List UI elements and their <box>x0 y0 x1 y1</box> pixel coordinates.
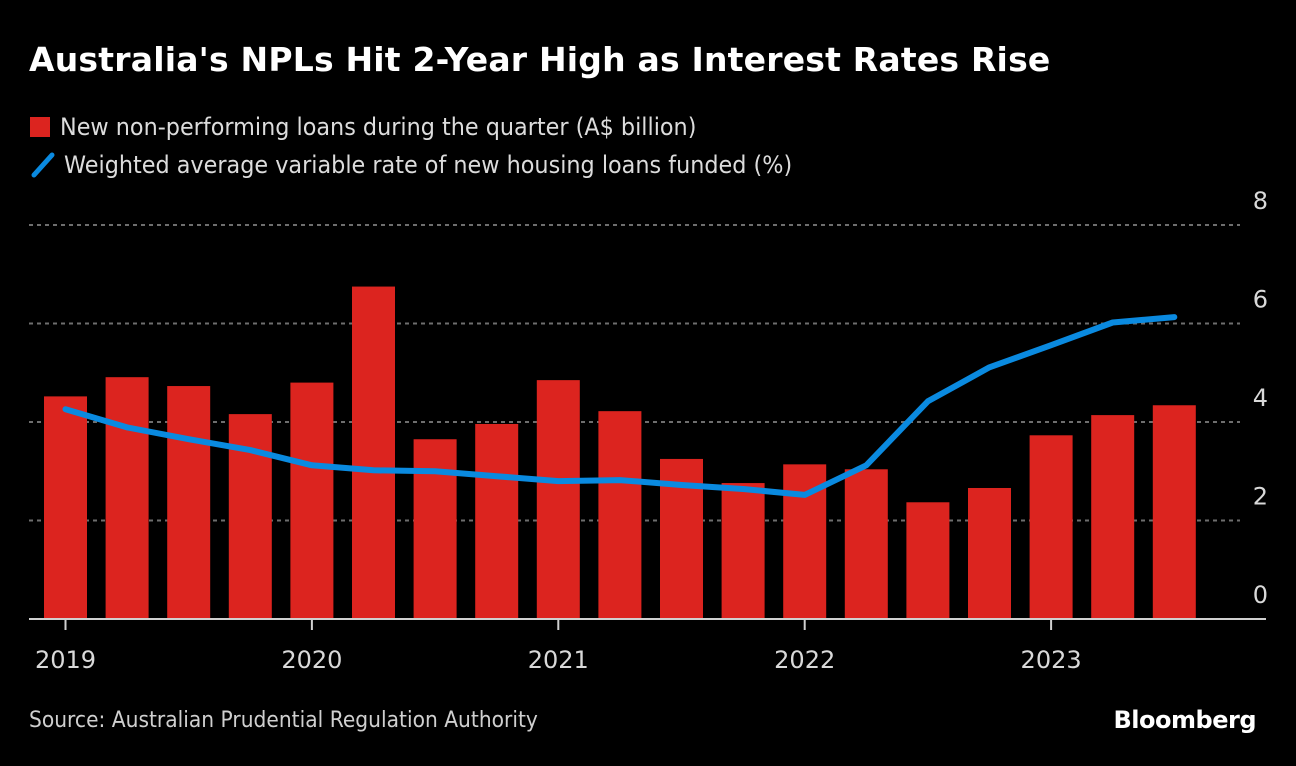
bar-2019-q1 <box>44 396 87 619</box>
bar-2022-q4 <box>968 487 1011 619</box>
bar-2020-q3 <box>413 439 457 619</box>
x-tick-label-2020: 2020 <box>281 646 342 674</box>
bar-2022-q3 <box>906 502 950 619</box>
bar-2020-q4 <box>475 423 519 619</box>
y-tick-label: 0 <box>1253 581 1268 609</box>
x-tick-label-2022: 2022 <box>774 646 835 674</box>
bar-2022-q2 <box>844 469 888 619</box>
y-tick-label: 8 <box>1253 187 1268 215</box>
x-tick-label-2021: 2021 <box>528 646 589 674</box>
bar-series <box>44 286 1196 619</box>
legend-label-npl: New non-performing loans during the quar… <box>60 113 697 141</box>
bar-2019-q2 <box>105 377 149 619</box>
y-tick-label: 4 <box>1253 384 1268 412</box>
legend-item-npl: New non-performing loans during the quar… <box>30 108 847 146</box>
legend: New non-performing loans during the quar… <box>30 108 847 184</box>
y-tick-label: 2 <box>1253 483 1268 511</box>
x-tick-label-2019: 2019 <box>35 646 96 674</box>
x-tick-label-2023: 2023 <box>1021 646 1082 674</box>
y-tick-label: 6 <box>1253 286 1268 314</box>
bar-2023-q1 <box>1029 435 1073 619</box>
line-series <box>62 314 1178 498</box>
source-note: Source: Australian Prudential Regulation… <box>29 708 538 733</box>
bar-2019-q3 <box>167 386 211 619</box>
bloomberg-logo: Bloomberg <box>1113 706 1257 734</box>
bar-2021-q1 <box>536 380 580 619</box>
chart-title: Australia's NPLs Hit 2-Year High as Inte… <box>29 40 1051 79</box>
bar-2023-q2 <box>1091 415 1135 619</box>
legend-item-rate: Weighted average variable rate of new ho… <box>30 146 847 184</box>
legend-label-rate: Weighted average variable rate of new ho… <box>64 151 793 179</box>
bar-2021-q4 <box>721 483 765 619</box>
bar-2021-q2 <box>598 411 642 619</box>
line-swatch-icon <box>31 152 55 178</box>
bar-2020-q1 <box>290 382 334 619</box>
bar-2023-q3 <box>1152 405 1196 619</box>
y-axis: 0 2 4 6 8 <box>1253 187 1268 609</box>
rate-line <box>62 314 1178 498</box>
x-axis: 2019 2020 2021 2022 2023 <box>29 618 1266 674</box>
bar-2020-q2 <box>352 286 395 619</box>
square-swatch-icon <box>30 117 50 137</box>
